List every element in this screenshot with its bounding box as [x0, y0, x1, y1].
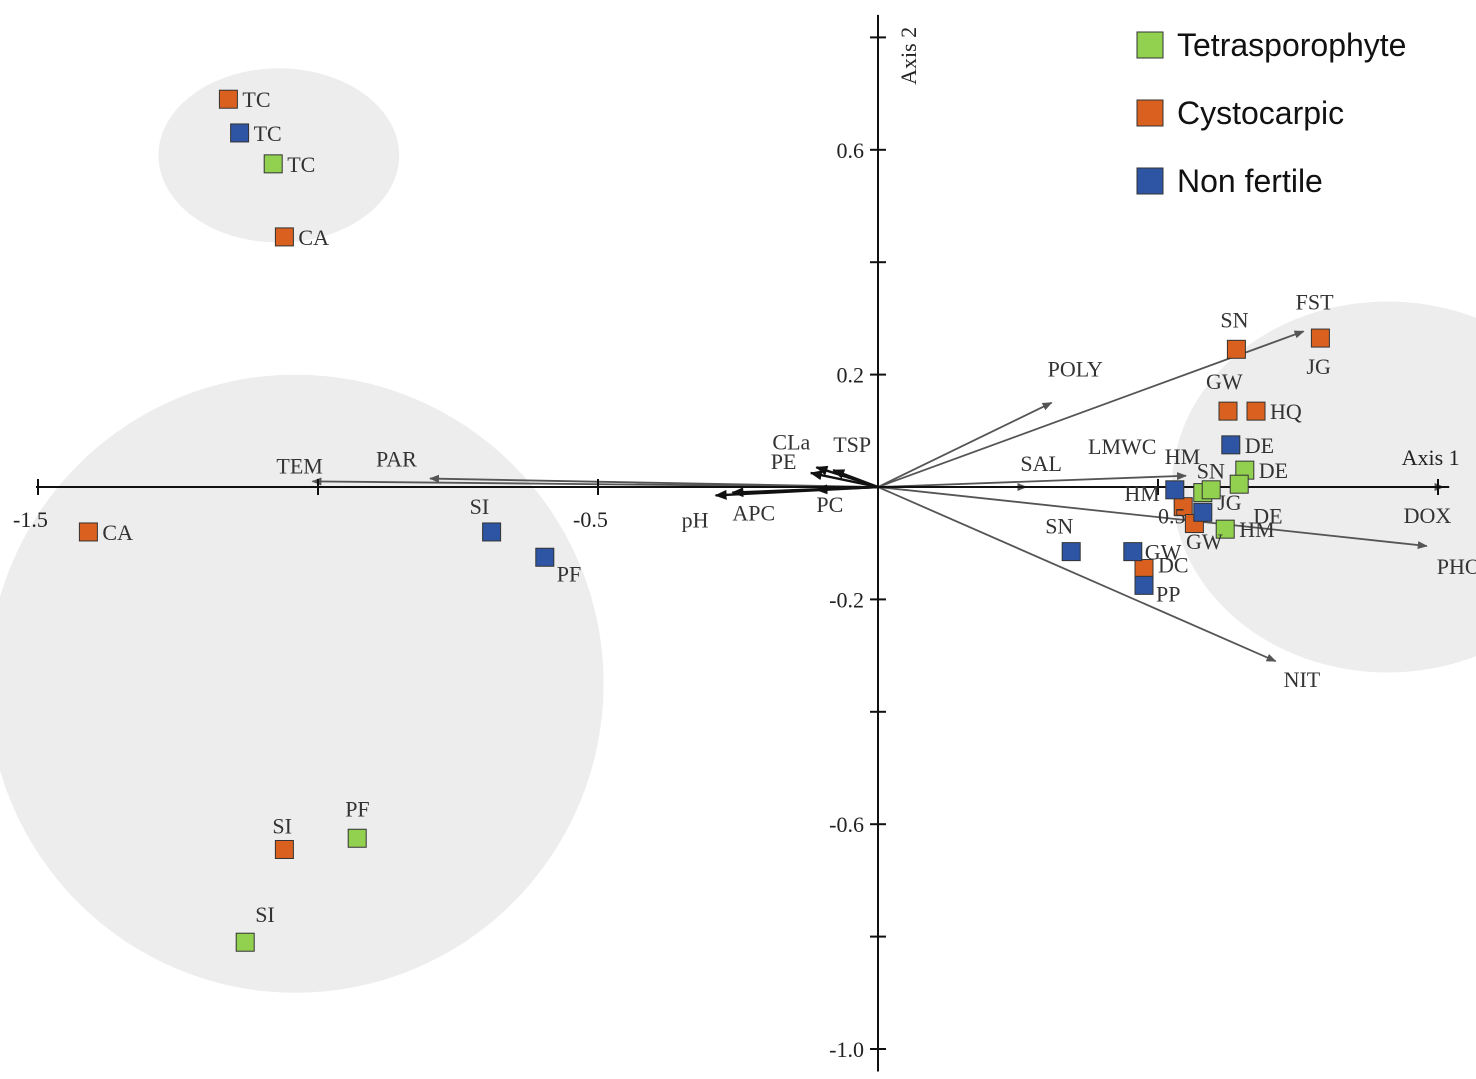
point-label-gw: GW: [1206, 369, 1243, 394]
point-label-sn: SN: [1045, 514, 1073, 539]
point-label-pf: PF: [345, 796, 369, 821]
cluster-ellipses: [0, 68, 1476, 993]
vector-label-sal: SAL: [1020, 451, 1062, 476]
vector-lmwc: [877, 472, 1187, 488]
point-tetrasporophyte-si: [235, 932, 255, 952]
legend-swatch-non-fertile: [1136, 167, 1164, 195]
vector-label-pe: PE: [771, 449, 797, 474]
vector-label-par: PAR: [376, 447, 417, 472]
vector-label-poly: POLY: [1048, 357, 1103, 382]
free-label-0-5: 0.5: [1158, 504, 1186, 529]
point-non-fertile-gw: [1123, 542, 1143, 562]
point-cystocarpic-tc: [218, 89, 238, 109]
point-non-fertile-sn: [1061, 542, 1081, 562]
vector-nit: [877, 486, 1277, 663]
vector-label-apc: APC: [732, 501, 775, 526]
vector-poly: [877, 401, 1053, 488]
vector-label-tsp: TSP: [833, 432, 871, 457]
y-tick-label: -1.0: [829, 1037, 864, 1062]
point-label-tc: TC: [254, 121, 282, 146]
point-non-fertile-si: [482, 522, 502, 542]
point-label-de: DE: [1245, 433, 1274, 458]
cluster-ellipse-2: [0, 374, 604, 993]
vector-label-cla: CLa: [772, 429, 810, 454]
point-non-fertile-de: [1221, 435, 1241, 455]
point-label-pp: PP: [1156, 581, 1180, 606]
point-non-fertile-pp: [1134, 575, 1154, 595]
vector-label-tem: TEM: [276, 453, 322, 478]
axes: -1.5 -0.5 0.6 0.2 -0.2 -0.6 -1.0 Axis 1 Axis 2: [13, 14, 1460, 1072]
legend-swatch-cystocarpic: [1136, 99, 1164, 127]
point-non-fertile-pf: [535, 547, 555, 567]
point-label-si: SI: [255, 902, 275, 927]
vector-label-dox: DOX: [1404, 503, 1452, 528]
sample-points: [78, 89, 1330, 952]
free-label-hm: HM: [1124, 481, 1159, 506]
point-label-pf: PF: [557, 561, 581, 586]
point-labels: TCPFSIDEJGSNHMTCCACASISNJGGWHQDCTCSIPFDE…: [102, 87, 1331, 927]
vector-tsp: [832, 469, 879, 489]
x-tick-label: -1.5: [13, 507, 48, 532]
legend-label-cystocarpic: Cystocarpic: [1177, 95, 1344, 131]
point-cystocarpic-gw: [1218, 401, 1238, 421]
point-label-sn: SN: [1220, 307, 1248, 332]
y-axis-title: Axis 2: [896, 27, 921, 85]
x-tick-label: -0.5: [573, 507, 608, 532]
legend-swatch-tetrasporophyte: [1136, 31, 1164, 59]
point-label-jg: JG: [1217, 490, 1242, 515]
legend-label-non-fertile: Non fertile: [1177, 163, 1323, 199]
point-label-de: DE: [1259, 458, 1288, 483]
vector-par: [429, 474, 879, 488]
point-label-hm: HM: [1239, 517, 1274, 542]
point-cystocarpic-sn: [1226, 339, 1246, 359]
point-tetrasporophyte-unlabeled: [1201, 480, 1221, 500]
vector-label-pho: PHO: [1437, 554, 1476, 579]
point-tetrasporophyte-jg: [1229, 474, 1249, 494]
legend: Tetrasporophyte Cystocarpic Non fertile: [1136, 27, 1406, 199]
point-label-sn: SN: [1197, 459, 1225, 484]
point-tetrasporophyte-pf: [347, 828, 367, 848]
point-label-ca: CA: [102, 520, 133, 545]
y-tick-label: -0.2: [829, 587, 864, 612]
vector-label-lmwc: LMWC: [1088, 434, 1156, 459]
point-cystocarpic-hq: [1246, 401, 1266, 421]
point-label-gw: GW: [1145, 540, 1182, 565]
vector-pe: [809, 470, 879, 489]
point-label-hq: HQ: [1270, 399, 1302, 424]
point-label-hm: HM: [1165, 444, 1200, 469]
y-tick-label: 0.2: [837, 363, 865, 388]
point-label-tc: TC: [287, 152, 315, 177]
point-cystocarpic-si: [274, 839, 294, 859]
point-label-ca: CA: [298, 225, 329, 250]
point-non-fertile-hm: [1165, 480, 1185, 500]
x-axis-title: Axis 1: [1402, 445, 1460, 470]
point-label-tc: TC: [242, 87, 270, 112]
point-non-fertile-tc: [230, 123, 250, 143]
legend-label-tetrasporophyte: Tetrasporophyte: [1177, 27, 1406, 63]
vector-label-fst: FST: [1296, 289, 1334, 314]
point-cystocarpic-ca: [274, 227, 294, 247]
vector-label-ph: pH: [682, 507, 709, 532]
y-tick-label: 0.6: [837, 138, 865, 163]
point-label-si: SI: [272, 813, 292, 838]
point-tetrasporophyte-hm: [1215, 519, 1235, 539]
point-cystocarpic-ca: [78, 522, 98, 542]
point-non-fertile-unlabeled: [1193, 502, 1213, 522]
point-label-jg: JG: [1306, 354, 1331, 379]
vector-label-pc: PC: [816, 492, 843, 517]
free-label-de: DE: [1253, 504, 1282, 529]
vector-label-nit: NIT: [1284, 667, 1321, 692]
vector-pho: [877, 486, 1428, 550]
point-tetrasporophyte-tc: [263, 154, 283, 174]
point-cystocarpic-jg: [1310, 328, 1330, 348]
free-label-gw: GW: [1186, 529, 1223, 554]
point-label-dc: DC: [1158, 552, 1189, 577]
point-label-si: SI: [470, 494, 490, 519]
y-tick-label: -0.6: [829, 812, 864, 837]
